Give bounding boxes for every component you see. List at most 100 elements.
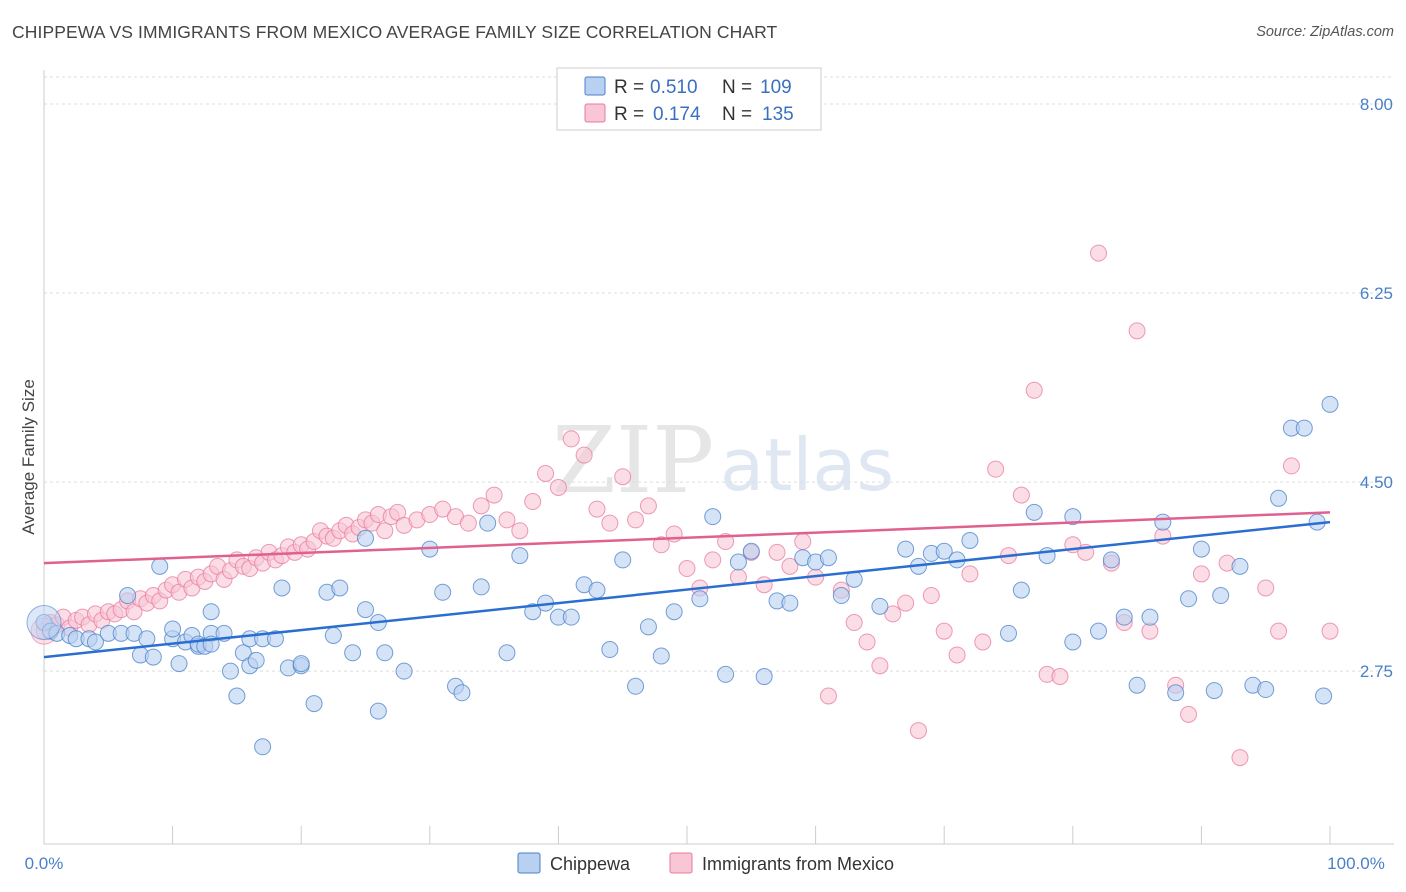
- chippewa-point: [961, 531, 979, 549]
- chippewa-point: [755, 668, 773, 686]
- chippewa-point: [266, 630, 284, 648]
- legend-n-label-mexico: N =: [722, 104, 752, 125]
- chippewa-point: [1205, 682, 1223, 700]
- mexico-point: [1282, 457, 1300, 475]
- mexico-point: [794, 533, 812, 551]
- y-tick-label: 4.50: [1360, 473, 1393, 492]
- mexico-point: [652, 536, 670, 554]
- mexico-point: [1180, 705, 1198, 723]
- mexico-point: [511, 522, 529, 540]
- chippewa-point: [164, 620, 182, 638]
- chippewa-point: [665, 603, 683, 621]
- chippewa-point: [729, 553, 747, 571]
- chippewa-point: [434, 583, 452, 601]
- chippewa-point: [1154, 513, 1172, 531]
- chippewa-point: [1141, 608, 1159, 626]
- chippewa-point: [614, 551, 632, 569]
- mexico-point: [871, 657, 889, 675]
- chippewa-point: [627, 677, 645, 695]
- chippewa-point: [202, 603, 220, 621]
- chippewa-point: [472, 578, 490, 596]
- legend-r-value-chippewa: 0.510: [650, 77, 698, 98]
- chippewa-point: [511, 547, 529, 565]
- y-tick-labels: 2.75 4.50 6.25 8.00: [1360, 95, 1393, 681]
- mexico-point: [909, 722, 927, 740]
- mexico-point: [1257, 579, 1275, 597]
- mexico-point: [524, 493, 542, 511]
- mexico-point: [485, 486, 503, 504]
- bottom-legend-label-mexico: Immigrants from Mexico: [702, 854, 894, 874]
- chippewa-point: [344, 644, 362, 662]
- chippewa-point: [704, 508, 722, 526]
- chippewa-point: [588, 581, 606, 599]
- mexico-point: [884, 605, 902, 623]
- chart-title: CHIPPEWA VS IMMIGRANTS FROM MEXICO AVERA…: [12, 22, 778, 42]
- chippewa-point: [1102, 551, 1120, 569]
- chippewa-point: [871, 597, 889, 615]
- chippewa-point: [479, 514, 497, 532]
- chippewa-point: [453, 684, 471, 702]
- mexico-point: [781, 557, 799, 575]
- mexico-point: [588, 500, 606, 518]
- chippewa-point: [151, 557, 169, 575]
- mexico-point: [974, 633, 992, 651]
- axes: [43, 70, 1394, 845]
- legend-swatch-chippewa: [584, 76, 606, 96]
- trend-line-mexico: [43, 511, 1331, 565]
- legend-r-value-mexico: 0.174: [653, 104, 701, 125]
- bottom-legend-swatch-mexico: [669, 852, 693, 874]
- mexico-point: [961, 565, 979, 583]
- mexico-point: [549, 479, 567, 497]
- mexico-point: [627, 511, 645, 529]
- mexico-point: [1051, 668, 1069, 686]
- mexico-point: [1025, 381, 1043, 399]
- chippewa-point: [292, 655, 310, 673]
- chippewa-point: [305, 695, 323, 713]
- chippewa-point: [1257, 681, 1275, 699]
- bottom-legend: Chippewa Immigrants from Mexico: [517, 852, 894, 874]
- chippewa-point: [369, 702, 387, 720]
- chippewa-point: [832, 587, 850, 605]
- mexico-point: [537, 464, 555, 482]
- mexico-point: [922, 587, 940, 605]
- x-tick-label-min: 0.0%: [25, 854, 64, 873]
- mexico-point: [575, 446, 593, 464]
- mexico-point: [472, 497, 490, 515]
- x-tick-label-max: 100.0%: [1327, 854, 1385, 873]
- chippewa-point: [1090, 622, 1108, 640]
- mexico-point: [639, 497, 657, 515]
- chippewa-point: [717, 665, 735, 683]
- chippewa-point: [1000, 624, 1017, 642]
- chippewa-point: [652, 647, 670, 665]
- chippewa-point: [1270, 489, 1288, 507]
- chippewa-point: [1025, 503, 1043, 521]
- mexico-point: [1231, 749, 1249, 767]
- chippewa-point: [1321, 395, 1339, 413]
- mexico-point: [1192, 565, 1210, 583]
- mexico-point: [935, 622, 953, 640]
- legend-n-value-chippewa: 109: [760, 77, 792, 98]
- series-chippewa: [26, 395, 1339, 756]
- source-label: Source: ZipAtlas.com: [1256, 24, 1394, 40]
- chippewa-point: [1295, 419, 1313, 437]
- y-tick-label: 2.75: [1360, 662, 1393, 681]
- mexico-point: [1321, 622, 1339, 640]
- chippewa-point: [324, 627, 342, 645]
- trend-line-chippewa: [43, 520, 1331, 659]
- legend: R = 0.510 N = 109 R = 0.174 N = 135: [556, 67, 822, 131]
- legend-n-value-mexico: 135: [762, 104, 794, 125]
- mexico-point: [601, 514, 619, 532]
- chippewa-point: [273, 579, 291, 597]
- mexico-point: [987, 460, 1005, 478]
- mexico-point: [897, 594, 915, 612]
- chippewa-point: [498, 644, 516, 662]
- grid: [44, 76, 1394, 672]
- y-tick-label: 8.00: [1360, 95, 1393, 114]
- chippewa-point: [254, 738, 272, 756]
- chippewa-point-large: [26, 605, 62, 641]
- mexico-point: [858, 633, 876, 651]
- mexico-point: [459, 514, 477, 532]
- chippewa-point: [819, 549, 837, 567]
- chippewa-point: [395, 662, 413, 680]
